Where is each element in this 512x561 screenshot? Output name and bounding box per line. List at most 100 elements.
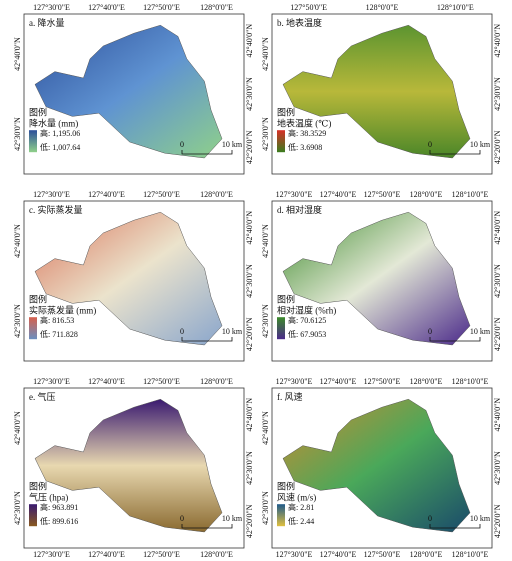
latitude-label: 42°30'0"N [13,117,22,151]
latitude-label: 42°40'0"N [245,24,254,58]
longitude-label: 127°30'0"E [276,550,313,559]
latitude-label: 42°40'0"N [13,37,22,71]
scale-start: 0 [180,140,184,149]
latitude-label: 42°40'0"N [493,398,502,432]
scale-start: 0 [428,514,432,523]
legend-ramp [277,317,285,340]
legend-ramp [29,130,37,153]
legend-title: 图例 [29,480,47,491]
legend-name: 地表温度 (℃) [277,117,331,128]
scale-bar [429,337,481,342]
scale-end: 10 km [470,514,491,523]
latitude-label: 42°30'0"N [261,491,270,525]
legend-ramp [277,130,285,153]
scale-bar [181,150,233,155]
latitude-label: 42°40'0"N [493,24,502,58]
scale-bar [181,524,233,529]
latitude-label: 42°30'0"N [245,77,254,111]
latitude-label: 42°20'0"N [245,130,254,164]
legend-low: 低: 3.6908 [288,142,322,152]
latitude-label: 42°40'0"N [493,211,502,245]
legend-high: 高: 70.6125 [288,315,326,325]
latitude-label: 42°20'0"N [493,130,502,164]
legend-title: 图例 [29,106,47,117]
study-area [34,398,223,533]
legend-high: 高: 816.53 [40,315,74,325]
study-area [34,24,223,159]
latitude-label: 42°20'0"N [245,317,254,351]
longitude-label: 127°30'0"E [33,550,70,559]
latitude-label: 42°30'0"N [493,451,502,485]
longitude-label: 128°10'0"E [452,377,489,386]
panel-label: d. 相对湿度 [277,204,322,215]
longitude-label: 128°0'0"E [366,3,399,12]
legend-high: 高: 2.81 [288,502,314,512]
latitude-label: 42°30'0"N [245,451,254,485]
latitude-label: 42°40'0"N [261,411,270,445]
latitude-label: 42°30'0"N [493,77,502,111]
study-area [282,211,471,346]
scale-bar [181,337,233,342]
panel-label: e. 气压 [29,391,56,402]
legend-title: 图例 [277,480,295,491]
latitude-label: 42°40'0"N [13,411,22,445]
longitude-label: 127°40'0"E [88,377,125,386]
scale-end: 10 km [222,327,243,336]
longitude-label: 128°0'0"E [200,377,233,386]
legend-title: 图例 [277,106,295,117]
legend-ramp [29,317,37,340]
longitude-label: 128°0'0"E [200,550,233,559]
legend-low: 低: 1,007.64 [40,142,80,152]
latitude-label: 42°40'0"N [245,211,254,245]
legend-name: 实际蒸发量 (mm) [29,304,96,315]
longitude-label: 127°40'0"E [88,3,125,12]
latitude-label: 42°30'0"N [493,264,502,298]
longitude-label: 128°10'0"E [437,3,474,12]
legend-title: 图例 [29,293,47,304]
scale-end: 10 km [222,140,243,149]
legend-low: 低: 899.616 [40,516,78,526]
longitude-label: 127°30'0"E [276,377,313,386]
legend-low: 低: 67.9053 [288,329,326,339]
legend-high: 高: 38.3529 [288,128,326,138]
longitude-label: 127°40'0"E [88,190,125,199]
scale-start: 0 [428,140,432,149]
scale-end: 10 km [222,514,243,523]
longitude-label: 127°50'0"E [364,550,401,559]
legend-low: 低: 711.828 [40,329,78,339]
legend-name: 降水量 (mm) [29,117,78,128]
legend-name: 风速 (m/s) [277,492,316,502]
longitude-label: 128°0'0"E [410,377,443,386]
scale-start: 0 [180,514,184,523]
legend-name: 气压 (hpa) [29,491,68,502]
panel-label: a. 降水量 [29,17,65,28]
legend-ramp [277,504,285,527]
longitude-label: 127°30'0"E [33,190,70,199]
legend-low: 低: 2.44 [288,516,314,526]
longitude-label: 127°40'0"E [320,377,357,386]
panel-label: f. 风速 [277,392,303,402]
latitude-label: 42°40'0"N [13,224,22,258]
legend-ramp [29,504,37,527]
longitude-label: 128°0'0"E [200,3,233,12]
latitude-label: 42°30'0"N [245,264,254,298]
study-area [34,211,223,346]
latitude-label: 42°20'0"N [245,504,254,538]
longitude-label: 127°50'0"E [290,3,327,12]
legend-high: 高: 963.891 [40,502,78,512]
longitude-label: 127°50'0"E [364,190,401,199]
scale-end: 10 km [470,327,491,336]
longitude-label: 127°40'0"E [88,550,125,559]
longitude-label: 127°30'0"E [276,190,313,199]
latitude-label: 42°20'0"N [493,317,502,351]
study-area [282,398,471,533]
longitude-label: 127°50'0"E [143,550,180,559]
study-area [282,24,471,159]
longitude-label: 127°40'0"E [320,550,357,559]
longitude-label: 127°50'0"E [143,3,180,12]
scale-bar [429,524,481,529]
panel-label: b. 地表温度 [277,17,322,28]
longitude-label: 127°30'0"E [33,377,70,386]
latitude-label: 42°30'0"N [261,304,270,338]
longitude-label: 127°50'0"E [143,377,180,386]
